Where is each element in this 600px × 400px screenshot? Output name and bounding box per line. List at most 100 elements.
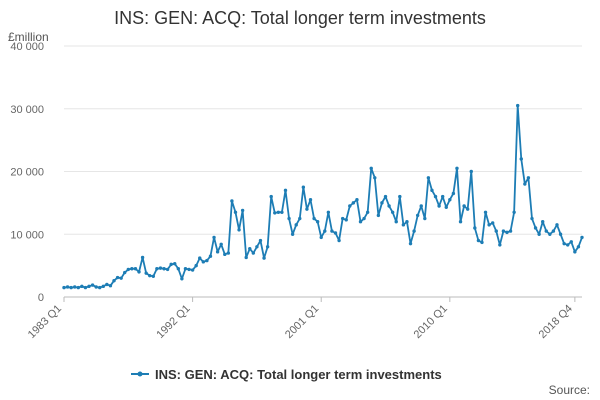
data-point bbox=[469, 169, 473, 174]
data-point bbox=[508, 229, 513, 233]
data-point bbox=[358, 220, 363, 224]
data-point bbox=[230, 199, 234, 203]
data-point bbox=[455, 166, 459, 171]
data-point bbox=[255, 245, 259, 249]
data-point bbox=[283, 188, 288, 193]
data-point bbox=[330, 229, 334, 233]
data-point bbox=[148, 273, 152, 278]
data-point bbox=[190, 268, 195, 272]
data-point bbox=[483, 210, 488, 214]
legend-marker-swatch bbox=[137, 371, 143, 377]
data-point bbox=[433, 194, 438, 199]
data-point bbox=[287, 216, 291, 221]
data-point bbox=[412, 229, 416, 233]
data-point bbox=[533, 226, 538, 230]
x-tick-label: 1992 Q1 bbox=[154, 303, 192, 341]
data-point bbox=[183, 267, 188, 271]
data-point bbox=[276, 210, 281, 214]
data-point bbox=[526, 176, 531, 180]
data-point bbox=[151, 274, 156, 278]
data-point bbox=[251, 251, 256, 255]
data-point bbox=[430, 188, 434, 193]
data-point bbox=[505, 230, 509, 235]
data-point bbox=[376, 213, 381, 218]
data-point bbox=[301, 185, 306, 189]
data-point bbox=[212, 235, 216, 240]
data-point bbox=[516, 103, 520, 108]
data-point bbox=[133, 267, 138, 271]
data-point bbox=[476, 238, 481, 243]
data-point bbox=[444, 205, 448, 209]
chart-title: INS: GEN: ACQ: Total longer term investm… bbox=[114, 8, 486, 28]
data-point bbox=[580, 235, 584, 240]
data-point bbox=[262, 256, 266, 260]
data-point bbox=[544, 229, 548, 233]
data-point bbox=[98, 285, 102, 290]
series-line bbox=[63, 104, 583, 289]
gridlines bbox=[64, 45, 582, 235]
legend[interactable]: INS: GEN: ACQ: Total longer term investm… bbox=[131, 367, 442, 382]
x-tick-label: 2018 Q4 bbox=[537, 303, 575, 341]
data-point bbox=[280, 210, 284, 214]
data-point bbox=[158, 266, 163, 270]
data-point bbox=[537, 232, 541, 236]
data-point bbox=[465, 207, 470, 211]
data-point bbox=[426, 176, 431, 180]
data-point bbox=[205, 258, 209, 263]
x-tick-label: 2001 Q1 bbox=[283, 303, 321, 341]
data-point bbox=[308, 198, 313, 202]
data-point bbox=[512, 210, 516, 214]
data-point bbox=[169, 262, 173, 267]
data-point bbox=[519, 157, 523, 161]
data-point bbox=[383, 194, 388, 199]
data-point bbox=[194, 263, 198, 268]
x-axis-ticks: 1983 Q1 1992 Q1 2001 Q1 2010 Q1 2018 Q4 bbox=[26, 297, 576, 341]
data-point bbox=[223, 252, 227, 257]
data-point bbox=[101, 284, 106, 289]
data-point bbox=[237, 228, 241, 232]
y-tick-label: 30 000 bbox=[10, 104, 44, 116]
data-point bbox=[501, 229, 506, 233]
data-point bbox=[226, 251, 231, 255]
data-point bbox=[558, 232, 563, 236]
data-point bbox=[448, 198, 452, 202]
data-point bbox=[123, 270, 127, 275]
source-label[interactable]: Source: bbox=[549, 383, 590, 397]
data-point bbox=[294, 223, 298, 227]
data-point bbox=[90, 283, 95, 287]
data-point bbox=[487, 223, 491, 227]
data-point bbox=[344, 218, 348, 222]
data-point bbox=[83, 285, 88, 290]
data-point bbox=[144, 271, 148, 275]
data-point bbox=[187, 267, 191, 272]
data-point bbox=[87, 284, 91, 289]
data-point bbox=[401, 223, 406, 227]
data-point bbox=[523, 182, 527, 186]
data-point bbox=[115, 275, 120, 280]
x-tick-label: 1983 Q1 bbox=[26, 303, 64, 341]
data-point bbox=[387, 204, 391, 208]
data-point bbox=[437, 204, 441, 208]
data-point bbox=[419, 204, 423, 208]
data-point bbox=[62, 285, 66, 290]
data-point bbox=[562, 241, 566, 246]
data-point bbox=[233, 210, 238, 214]
data-point bbox=[315, 220, 320, 224]
data-point bbox=[248, 246, 252, 251]
data-point bbox=[215, 250, 220, 254]
data-point bbox=[576, 245, 581, 249]
data-point bbox=[440, 194, 445, 199]
data-point bbox=[119, 276, 123, 280]
data-point bbox=[541, 220, 545, 224]
data-point bbox=[369, 166, 373, 171]
data-point bbox=[94, 285, 98, 289]
data-point bbox=[130, 267, 134, 271]
data-point bbox=[65, 285, 70, 289]
data-point bbox=[319, 235, 323, 240]
data-point bbox=[405, 220, 409, 224]
data-point bbox=[265, 245, 270, 249]
data-point bbox=[398, 194, 402, 199]
data-point bbox=[373, 176, 377, 180]
